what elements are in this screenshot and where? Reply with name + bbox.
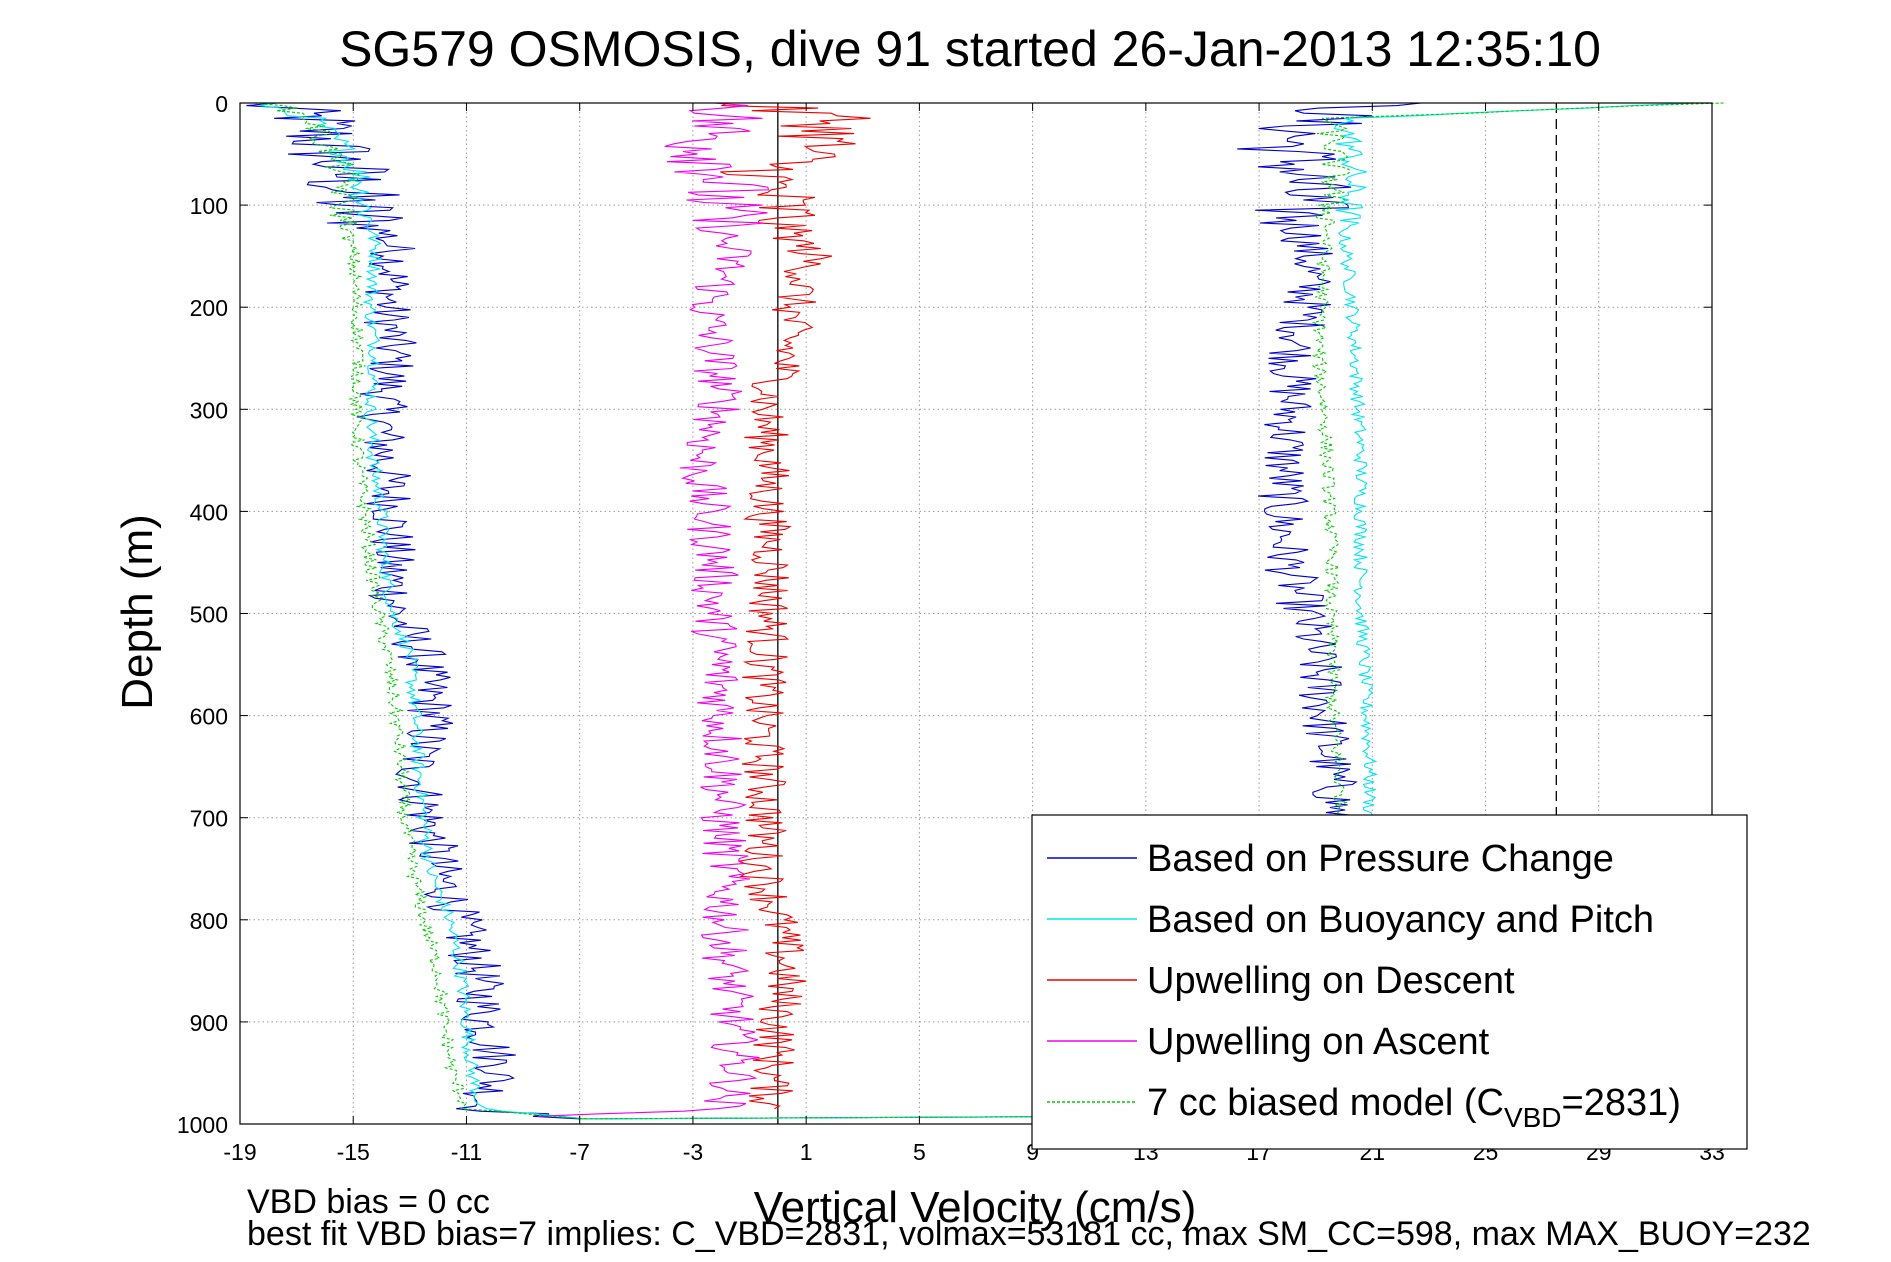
y-tick-label: 1000 (177, 1112, 228, 1138)
y-tick-label: 200 (190, 295, 228, 321)
legend: Based on Pressure Change Based on Buoyanc… (1031, 814, 1748, 1150)
series-4-ascent-line (1311, 102, 1724, 818)
series-layer (246, 102, 1724, 1120)
x-axis-ticks: -19 -15 -11 -7 -3 1 5 9 13 17 21 25 29 33 (223, 103, 1725, 1165)
x-tick-label: -19 (223, 1139, 256, 1165)
x-axis-label: Vertical Velocity (cm/s) (754, 1183, 1197, 1232)
legend-box (1031, 814, 1748, 1150)
series-1-descent-line (259, 102, 586, 1120)
series-3-line (538, 102, 770, 1117)
x-tick-label: 5 (913, 1139, 926, 1165)
series-1-ascent-line (1333, 102, 1696, 819)
y-tick-label: 900 (190, 1010, 228, 1036)
y-tick-label: 800 (190, 908, 228, 934)
chart-title: SG579 OSMOSIS, dive 91 started 26-Jan-20… (339, 21, 1601, 77)
y-axis-ticks: 0 100 200 300 400 500 600 700 800 900 1000 (177, 91, 1712, 1138)
vbd-bias-note: VBD bias = 0 cc (247, 1183, 490, 1221)
y-tick-label: 0 (215, 91, 228, 117)
x-tick-label: -7 (569, 1139, 589, 1165)
y-tick-label: 400 (190, 499, 228, 525)
best-fit-note: best fit VBD bias=7 implies: C_VBD=2831,… (247, 1215, 1811, 1253)
series-0-descent-line (246, 102, 581, 1120)
x-tick-label: -15 (337, 1139, 370, 1165)
y-axis-label: Depth (m) (113, 514, 162, 710)
x-tick-label: 1 (800, 1139, 813, 1165)
y-tick-label: 500 (190, 602, 228, 628)
x-tick-label: -11 (451, 1139, 483, 1165)
y-tick-label: 600 (190, 704, 228, 730)
legend-label: Based on Buoyancy and Pitch (1147, 899, 1654, 941)
legend-label: Upwelling on Ascent (1147, 1021, 1490, 1063)
y-tick-label: 300 (190, 397, 228, 423)
y-tick-label: 700 (190, 806, 228, 832)
series-2-line (720, 102, 871, 1110)
series-0-ascent-line (1237, 102, 1422, 819)
legend-label: 7 cc biased model (CVBD=2831) (1147, 1082, 1681, 1133)
legend-label: Based on Pressure Change (1147, 838, 1614, 880)
x-tick-label: -3 (683, 1139, 703, 1165)
y-tick-label: 100 (190, 193, 228, 219)
legend-label: Upwelling on Descent (1147, 960, 1515, 1002)
